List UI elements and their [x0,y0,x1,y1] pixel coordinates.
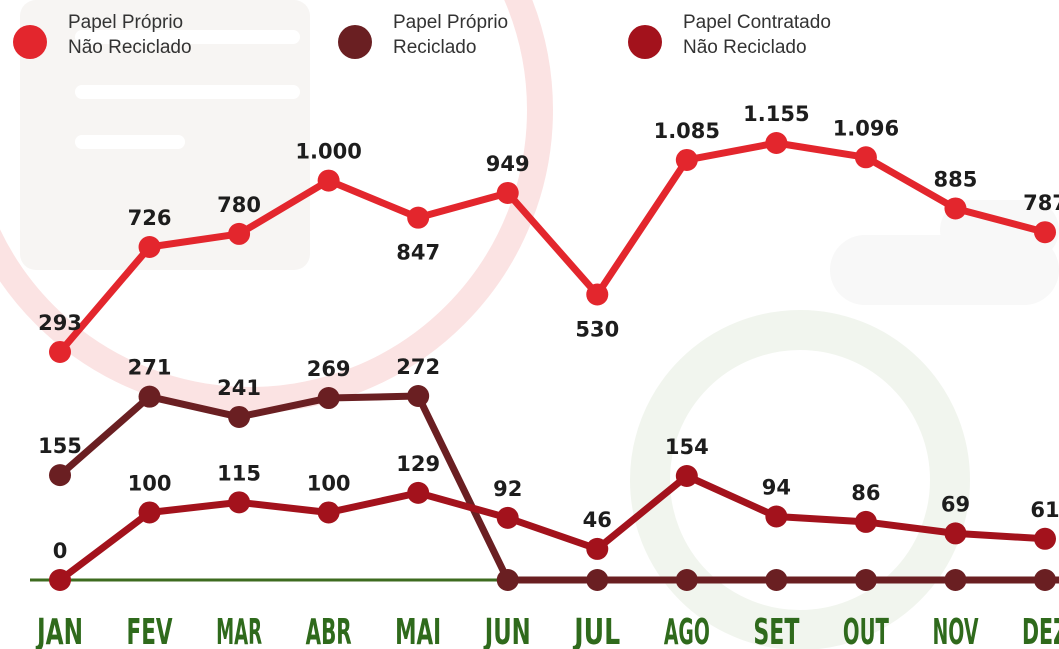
point [497,569,519,591]
data-label: 115 [217,461,261,485]
data-label: 100 [128,471,172,495]
x-tick-label: OUT [843,612,889,649]
point [676,149,698,171]
data-label: 780 [217,193,261,217]
data-label: 787 [1023,191,1059,215]
x-tick-label: SET [753,612,799,649]
legend-marker [13,25,47,59]
point [228,223,250,245]
data-label: 92 [493,477,522,501]
data-label: 100 [307,471,351,495]
point [944,569,966,591]
point [1034,569,1056,591]
legend-label: Papel Contratado Não Reciclado [683,10,833,60]
point [586,284,608,306]
x-tick-label: JUN [483,612,531,649]
point [586,538,608,560]
data-label: 726 [128,206,172,230]
data-label: 1.155 [743,102,809,126]
point [944,197,966,219]
point [49,464,71,486]
point [1034,528,1056,550]
point [497,182,519,204]
point [855,569,877,591]
point [944,522,966,544]
point [139,386,161,408]
data-label: 154 [665,435,709,459]
data-label: 241 [217,376,261,400]
point [49,569,71,591]
data-label: 272 [396,355,440,379]
point [49,341,71,363]
point [765,506,787,528]
point [497,507,519,529]
x-tick-label: NOV [932,612,978,649]
point [676,569,698,591]
x-tick-label: FEV [127,612,173,649]
x-tick-label: JUL [572,612,620,649]
data-label: 949 [486,152,530,176]
point [407,207,429,229]
point [855,146,877,168]
legend-label: Papel Próprio Reciclado [393,10,543,60]
data-label: 94 [762,476,791,500]
x-tick-label: JAN [35,612,83,649]
legend-marker [338,25,372,59]
point [407,385,429,407]
point [676,465,698,487]
data-label: 61 [1030,498,1059,522]
x-tick-label: MAR [216,612,262,649]
series-line [60,476,1045,580]
series-line [60,396,1045,580]
legend-marker [628,25,662,59]
point [318,501,340,523]
point [1034,221,1056,243]
x-tick-label: AGO [664,612,710,649]
point [318,170,340,192]
x-tick-label: MAI [395,612,441,649]
x-tick-label: ABR [306,612,352,649]
point [139,236,161,258]
point [139,501,161,523]
point [765,569,787,591]
background-decoration [0,0,1059,630]
data-label: 885 [934,167,978,191]
point [855,511,877,533]
point [228,406,250,428]
x-tick-label: DEZ [1022,612,1059,649]
data-label: 69 [941,492,970,516]
data-label: 129 [396,452,440,476]
data-label: 86 [851,481,880,505]
legend-label: Papel Próprio Não Reciclado [68,10,218,60]
data-label: 1.096 [833,116,899,140]
data-label: 847 [396,241,440,265]
data-label: 1.000 [295,140,361,164]
data-label: 155 [38,434,82,458]
data-label: 1.085 [654,119,720,143]
data-label: 271 [128,356,172,380]
point [318,387,340,409]
data-label: 269 [307,357,351,381]
data-label: 0 [53,539,68,563]
chart: JAN FEV MAR ABR MAI JUN JUL AGO SET OUT NOV DEZ 293 7… [0,0,1059,649]
point [586,569,608,591]
point [765,132,787,154]
point [407,482,429,504]
data-label: 293 [38,311,82,335]
data-label: 530 [575,318,619,342]
point [228,491,250,513]
chart-svg: JAN FEV MAR ABR MAI JUN JUL AGO SET OUT NOV DEZ 293 7… [0,0,1059,649]
data-label: 46 [583,508,612,532]
